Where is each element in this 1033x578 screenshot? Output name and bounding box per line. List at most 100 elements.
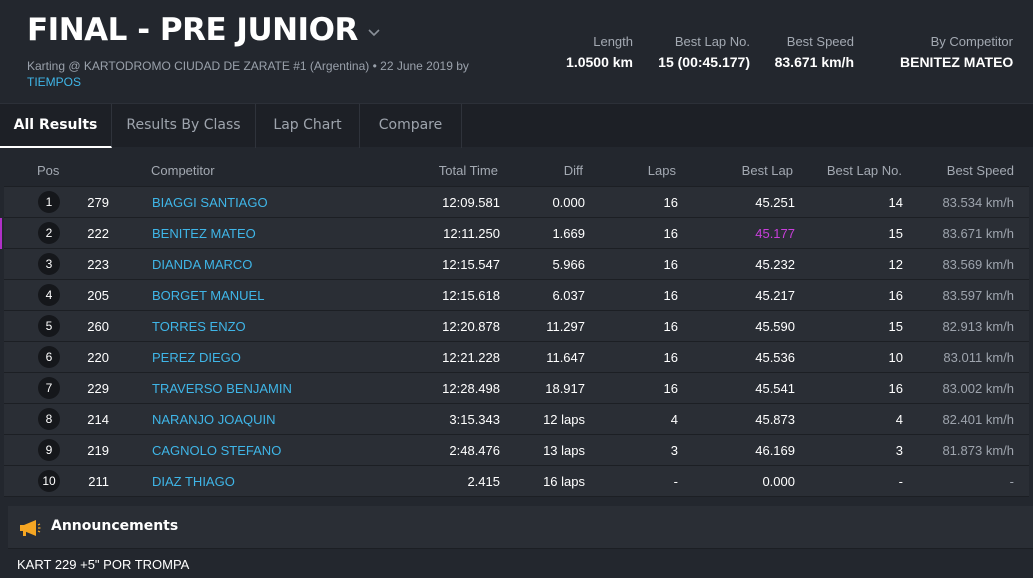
kart-number: 279 [87, 195, 109, 210]
stat-value: 83.671 km/h [774, 54, 854, 70]
laps: 16 [663, 257, 678, 272]
tab-all-results[interactable]: All Results [0, 104, 112, 148]
total-time: 12:28.498 [442, 381, 500, 396]
col-best-lap[interactable]: Best Lap [741, 163, 793, 178]
total-time: 12:15.547 [442, 257, 500, 272]
col-pos[interactable]: Pos [37, 163, 60, 178]
position-badge: 5 [38, 315, 60, 337]
event-header: FINAL - PRE JUNIOR Karting @ KARTODROMO … [0, 0, 1033, 103]
best-lap-no: - [898, 474, 903, 489]
col-diff[interactable]: Diff [563, 163, 583, 178]
table-row[interactable]: 6 220 PEREZ DIEGO 12:21.228 11.647 16 45.536 10… [4, 342, 1029, 373]
table-row[interactable]: 9 219 CAGNOLO STEFANO 2:48.476 13 laps 3 46.16… [4, 435, 1029, 466]
best-lap: 46.169 [755, 443, 795, 458]
diff: 11.647 [546, 350, 585, 365]
kart-number: 214 [87, 412, 109, 427]
best-lap: 45.251 [755, 195, 795, 210]
position-badge: 8 [38, 408, 60, 430]
competitor-link[interactable]: TORRES ENZO [152, 319, 246, 334]
total-time: 12:09.581 [442, 195, 500, 210]
best-lap-no: 3 [895, 443, 903, 458]
competitor-link[interactable]: DIAZ THIAGO [152, 474, 235, 489]
table-row[interactable]: 4 205 BORGET MANUEL 12:15.618 6.037 16 45.217 1… [4, 280, 1029, 311]
competitor-link[interactable]: CAGNOLO STEFANO [152, 443, 282, 458]
kart-number: 223 [87, 257, 109, 272]
best-lap: 45.541 [755, 381, 795, 396]
tab-results-by-class[interactable]: Results By Class [112, 104, 256, 148]
table-row[interactable]: 10 211 DIAZ THIAGO 2.415 16 laps - 0.000 - - [4, 466, 1029, 497]
best-speed: 83.002 km/h [942, 381, 1014, 396]
total-time: 12:20.878 [442, 319, 500, 334]
stat-value: 1.0500 km [566, 54, 633, 70]
announcement-list: KART 229 +5" POR TROMPA [8, 550, 1033, 578]
organizer-link[interactable]: TIEMPOS [27, 75, 82, 89]
position-badge: 2 [38, 222, 60, 244]
event-subtitle: Karting @ KARTODROMO CIUDAD DE ZARATE #1… [27, 58, 507, 90]
best-lap-no: 16 [888, 381, 903, 396]
table-row[interactable]: 8 214 NARANJO JOAQUIN 3:15.343 12 laps 4 45.87… [4, 404, 1029, 435]
stat-label: Length [593, 34, 633, 49]
laps: - [673, 474, 678, 489]
best-lap: 45.177 [755, 226, 795, 241]
kart-number: 222 [87, 226, 109, 241]
competitor-link[interactable]: BORGET MANUEL [152, 288, 265, 303]
col-best-lap-no[interactable]: Best Lap No. [826, 163, 902, 178]
kart-number: 260 [87, 319, 109, 334]
diff: 5.966 [552, 257, 585, 272]
best-lap-no: 10 [888, 350, 903, 365]
stat-label: Best Lap No. [674, 34, 750, 49]
competitor-link[interactable]: DIANDA MARCO [152, 257, 253, 272]
laps: 16 [663, 381, 678, 396]
chevron-down-icon[interactable] [368, 26, 380, 38]
total-time: 2.415 [467, 474, 500, 489]
competitor-link[interactable]: PEREZ DIEGO [152, 350, 241, 365]
position-badge: 6 [38, 346, 60, 368]
kart-number: 211 [88, 474, 109, 489]
best-lap-no: 14 [888, 195, 903, 210]
announcements-title: Announcements [51, 518, 179, 534]
position-badge: 4 [38, 284, 60, 306]
best-lap-no: 15 [888, 226, 903, 241]
best-lap-no: 4 [895, 412, 903, 427]
best-lap-no: 16 [888, 288, 903, 303]
competitor-link[interactable]: BIAGGI SANTIAGO [152, 195, 268, 210]
position-badge: 9 [38, 439, 60, 461]
stat-label: Best Speed [786, 34, 854, 49]
stat-value: BENITEZ MATEO [900, 54, 1014, 70]
kart-number: 205 [87, 288, 109, 303]
best-speed: 83.597 km/h [942, 288, 1014, 303]
best-speed: 83.011 km/h [943, 350, 1014, 365]
page-title: FINAL - PRE JUNIOR [27, 12, 358, 48]
diff: 1.669 [552, 226, 585, 241]
competitor-link[interactable]: BENITEZ MATEO [152, 226, 256, 241]
total-time: 12:21.228 [442, 350, 500, 365]
laps: 16 [663, 226, 678, 241]
col-laps[interactable]: Laps [647, 163, 676, 178]
col-competitor[interactable]: Competitor [151, 163, 215, 178]
col-best-speed[interactable]: Best Speed [946, 163, 1014, 178]
competitor-link[interactable]: TRAVERSO BENJAMIN [152, 381, 292, 396]
table-row[interactable]: 7 229 TRAVERSO BENJAMIN 12:28.498 18.917 16 45… [4, 373, 1029, 404]
best-speed: 82.913 km/h [942, 319, 1014, 334]
table-row[interactable]: 2 222 BENITEZ MATEO 12:11.250 1.669 16 45.177 1… [0, 218, 1029, 249]
best-lap-no: 15 [888, 319, 903, 334]
diff: 12 laps [543, 412, 585, 427]
diff: 0.000 [552, 195, 585, 210]
tab-compare[interactable]: Compare [360, 104, 462, 148]
best-lap: 45.232 [755, 257, 795, 272]
laps: 16 [663, 288, 678, 303]
title-row: FINAL - PRE JUNIOR [27, 12, 380, 48]
stat-value: 15 (00:45.177) [658, 54, 750, 70]
results-tabs: All Results Results By Class Lap Chart C… [0, 103, 1033, 148]
total-time: 3:15.343 [449, 412, 500, 427]
best-lap: 45.217 [755, 288, 795, 303]
table-row[interactable]: 5 260 TORRES ENZO 12:20.878 11.297 16 45.590 15… [4, 311, 1029, 342]
best-speed: 83.569 km/h [942, 257, 1014, 272]
table-row[interactable]: 1 279 BIAGGI SANTIAGO 12:09.581 0.000 16 45.25… [4, 187, 1029, 218]
laps: 16 [663, 319, 678, 334]
table-row[interactable]: 3 223 DIANDA MARCO 12:15.547 5.966 16 45.232 12… [4, 249, 1029, 280]
competitor-link[interactable]: NARANJO JOAQUIN [152, 412, 276, 427]
col-total-time[interactable]: Total Time [438, 163, 498, 178]
tab-lap-chart[interactable]: Lap Chart [256, 104, 360, 148]
best-lap: 45.590 [755, 319, 795, 334]
